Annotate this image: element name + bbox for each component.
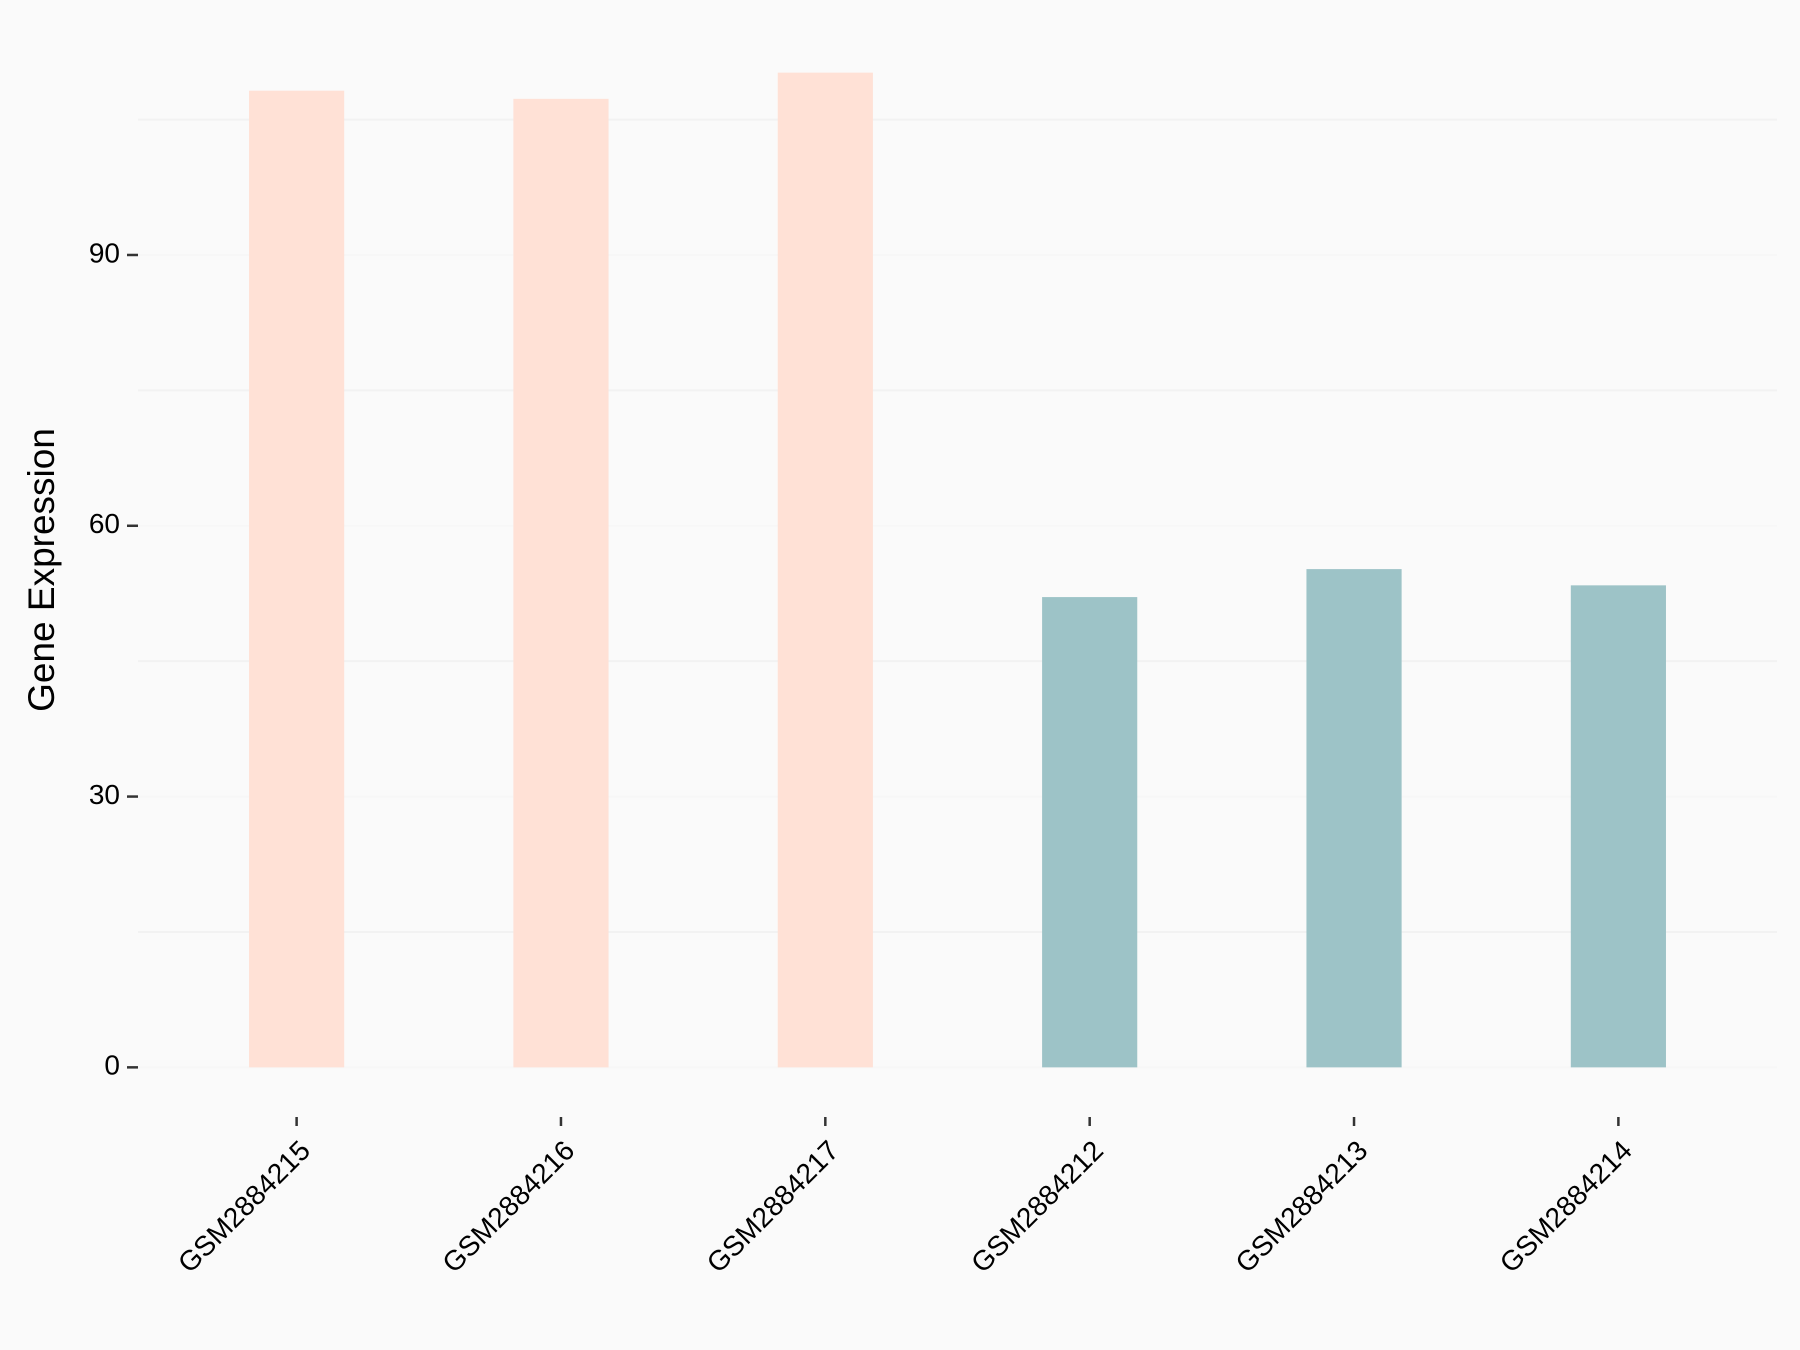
y-tick-label: 30 <box>89 779 120 810</box>
bar <box>249 90 345 1068</box>
bar <box>1570 585 1666 1068</box>
y-tick-label: 0 <box>104 1050 120 1081</box>
bar <box>1306 569 1402 1068</box>
bar <box>777 72 873 1068</box>
y-tick-label: 60 <box>89 508 120 539</box>
bar <box>513 98 609 1068</box>
bar <box>1042 597 1138 1068</box>
y-tick-label: 90 <box>89 237 120 268</box>
y-axis-title: Gene Expression <box>21 428 62 712</box>
